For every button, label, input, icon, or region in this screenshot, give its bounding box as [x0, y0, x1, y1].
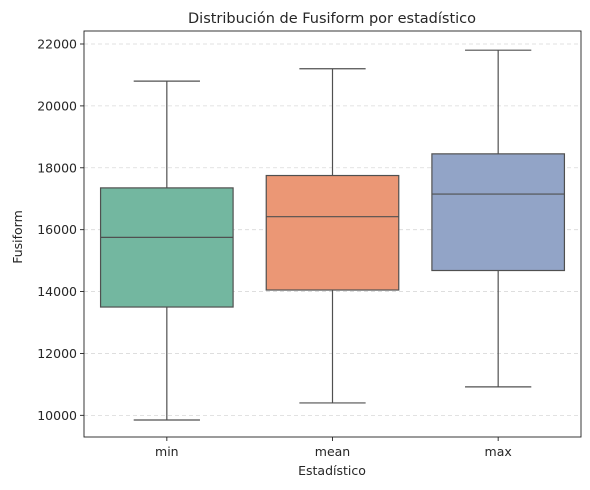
x-axis-ticks: min mean max [155, 437, 512, 459]
y-tick-label: 20000 [37, 98, 77, 113]
box-min [99, 80, 234, 421]
y-tick-label: 14000 [37, 284, 77, 299]
x-tick-label: min [155, 444, 179, 459]
y-tick-label: 16000 [37, 222, 77, 237]
y-tick-label: 12000 [37, 346, 77, 361]
chart-title: Distribución de Fusiform por estadístico [188, 11, 476, 27]
x-axis-label: Estadístico [298, 463, 366, 478]
box-series [99, 49, 566, 421]
box-iqr [99, 187, 234, 308]
y-axis-ticks: 10000 12000 14000 16000 18000 20000 22000 [37, 36, 84, 423]
y-axis-label: Fusiform [10, 210, 25, 264]
y-tick-label: 22000 [37, 36, 77, 51]
box-max [431, 49, 566, 388]
y-tick-label: 10000 [37, 408, 77, 423]
y-tick-label: 18000 [37, 160, 77, 175]
x-tick-label: mean [315, 444, 350, 459]
x-tick-label: max [485, 444, 512, 459]
box-mean [265, 68, 400, 404]
box-iqr [265, 174, 400, 291]
box-iqr [431, 153, 566, 272]
